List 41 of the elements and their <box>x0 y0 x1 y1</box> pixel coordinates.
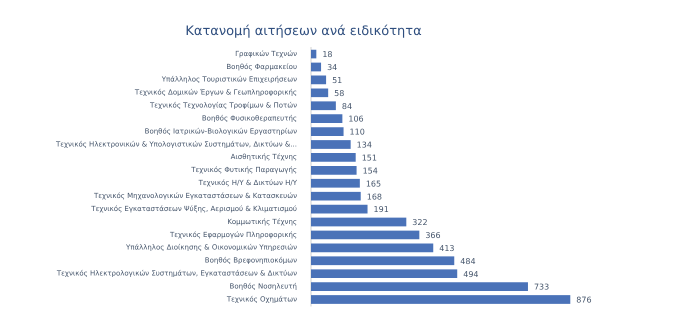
bar <box>311 166 357 175</box>
data-label: 58 <box>334 88 344 98</box>
bar <box>311 204 368 214</box>
data-label: 84 <box>342 102 352 111</box>
data-label: 134 <box>356 140 372 150</box>
bar <box>311 178 360 188</box>
data-label: 191 <box>374 205 389 214</box>
bar <box>311 76 326 84</box>
data-label: 484 <box>460 256 476 266</box>
data-label: 165 <box>366 179 382 188</box>
bar <box>311 140 351 149</box>
bar <box>311 269 458 278</box>
data-label: 51 <box>332 76 342 85</box>
data-label: 18 <box>322 50 333 60</box>
bar <box>311 295 570 304</box>
bar <box>311 101 336 110</box>
bar <box>311 244 434 252</box>
bar <box>311 153 356 162</box>
bar <box>311 256 454 266</box>
data-label: 151 <box>362 154 377 162</box>
bar <box>311 127 344 136</box>
data-label: 110 <box>350 128 365 137</box>
data-label: 413 <box>439 244 455 253</box>
data-label: 168 <box>366 192 382 202</box>
data-label: 876 <box>576 296 592 305</box>
data-label: 733 <box>534 282 550 292</box>
bar <box>311 230 420 240</box>
bar <box>311 114 342 124</box>
bar <box>311 62 322 72</box>
bar <box>311 282 528 291</box>
data-label: 154 <box>362 166 378 176</box>
bar <box>311 50 316 58</box>
bar <box>311 218 406 226</box>
data-label: 366 <box>425 231 441 240</box>
bar <box>311 88 328 98</box>
chart-title: Κατανομή αιτήσεων ανά ειδικότητα <box>185 24 422 40</box>
data-label: 34 <box>327 63 338 72</box>
data-label: 494 <box>463 270 479 279</box>
bar <box>311 192 361 201</box>
data-label: 106 <box>348 114 364 124</box>
data-label: 322 <box>412 218 428 228</box>
